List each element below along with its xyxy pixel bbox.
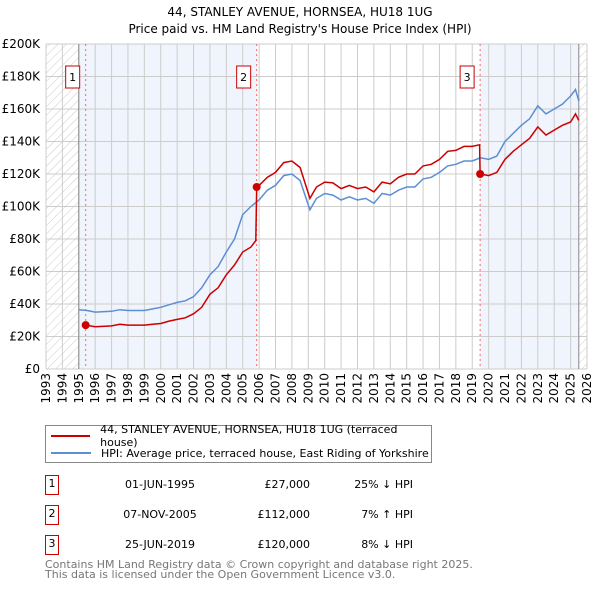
- x-tick-label: 2015: [400, 373, 414, 404]
- x-tick-label: 2009: [301, 373, 315, 404]
- legend-item-hpi: HPI: Average price, terraced house, East…: [46, 445, 429, 461]
- x-tick-label: 2007: [269, 373, 283, 404]
- legend-item-property: 44, STANLEY AVENUE, HORNSEA, HU18 1UG (t…: [46, 423, 431, 449]
- footer: Contains HM Land Registry data © Crown c…: [45, 558, 473, 581]
- x-tick-label: 1995: [72, 373, 86, 404]
- sale-number: 2: [45, 505, 59, 525]
- sale-hpi-diff: 25% ↓ HPI: [354, 478, 413, 491]
- x-tick-label: 2003: [203, 373, 217, 404]
- sale-price: £27,000: [264, 478, 311, 491]
- x-tick-label: 2017: [432, 373, 446, 404]
- x-tick-label: 2024: [547, 373, 561, 404]
- x-tick-label: 1999: [137, 373, 151, 404]
- y-tick-label: £0: [25, 362, 40, 376]
- sale-marker-box: [65, 65, 81, 89]
- x-tick-label: 1998: [121, 373, 135, 404]
- x-tick-label: 1997: [105, 373, 119, 404]
- sale-date: 07-NOV-2005: [123, 508, 197, 521]
- x-tick-label: 2023: [531, 373, 545, 404]
- y-tick-label: £20K: [9, 330, 41, 344]
- x-tick-label: 2022: [514, 373, 528, 404]
- legend-label-hpi: HPI: Average price, terraced house, East…: [101, 446, 429, 460]
- x-tick-label: 2016: [416, 373, 430, 404]
- sale-marker-label: 2: [240, 71, 247, 84]
- x-tick-label: 1994: [55, 373, 69, 404]
- legend-swatch-property: [51, 435, 91, 437]
- legend-swatch-hpi: [51, 452, 91, 454]
- y-tick-label: £180K: [2, 70, 42, 84]
- footer-licence: This data is licensed under the Open Gov…: [45, 568, 396, 581]
- sale-row: 3 25-JUN-2019 £120,000 8% ↓ HPI: [45, 535, 465, 555]
- x-tick-label: 2013: [367, 373, 381, 404]
- sale-row: 1 01-JUN-1995 £27,000 25% ↓ HPI: [45, 475, 465, 495]
- property-price-line: [85, 112, 580, 328]
- sale-marker-box: [459, 65, 475, 89]
- price-chart: 44, STANLEY AVENUE, HORNSEA, HU18 1UG Pr…: [2, 5, 594, 404]
- y-tick-label: £120K: [2, 167, 42, 181]
- x-tick-label: 2018: [449, 373, 463, 404]
- y-tick-label: £140K: [2, 135, 42, 149]
- x-tick-label: 2012: [350, 373, 364, 404]
- sale-date: 25-JUN-2019: [124, 538, 196, 551]
- sale-number: 1: [45, 475, 59, 495]
- x-tick-label: 2001: [170, 373, 184, 404]
- x-tick-label: 2020: [482, 373, 496, 404]
- y-tick-label: £100K: [2, 200, 42, 214]
- x-tick-label: 2000: [154, 373, 168, 404]
- y-tick-label: £40K: [9, 297, 41, 311]
- x-tick-label: 2019: [465, 373, 479, 404]
- sale-price: £120,000: [257, 538, 311, 551]
- y-tick-label: £160K: [2, 102, 42, 116]
- sale-marker-label: 1: [69, 71, 76, 84]
- sale-point: [476, 170, 485, 178]
- x-tick-label: 2005: [236, 373, 250, 404]
- sale-point: [81, 321, 90, 330]
- x-tick-label: 2011: [334, 373, 348, 404]
- y-tick-label: £80K: [9, 232, 41, 246]
- x-tick-label: 2006: [252, 373, 266, 404]
- footer-copyright: Contains HM Land Registry data © Crown c…: [45, 558, 473, 571]
- y-tick-label: £200K: [2, 37, 42, 51]
- x-tick-label: 2021: [498, 373, 512, 404]
- sale-date: 01-JUN-1995: [124, 478, 196, 491]
- sale-hpi-diff: 8% ↓ HPI: [361, 538, 413, 551]
- legend-label-property: 44, STANLEY AVENUE, HORNSEA, HU18 1UG (t…: [100, 423, 398, 449]
- y-tick-label: £60K: [9, 265, 41, 279]
- x-tick-label: 2002: [187, 373, 201, 404]
- x-tick-label: 2008: [285, 373, 299, 404]
- hpi-line: [78, 87, 580, 313]
- x-tick-label: 2004: [219, 373, 233, 404]
- sale-marker-box: [236, 65, 252, 89]
- x-tick-label: 2026: [580, 373, 594, 404]
- chart-title: 44, STANLEY AVENUE, HORNSEA, HU18 1UG: [167, 5, 432, 19]
- x-tick-label: 1993: [39, 373, 53, 404]
- chart-legend: 44, STANLEY AVENUE, HORNSEA, HU18 1UG (t…: [45, 423, 432, 463]
- sale-number: 3: [45, 535, 59, 555]
- sale-row: 2 07-NOV-2005 £112,000 7% ↑ HPI: [45, 505, 465, 525]
- sale-marker-label: 3: [464, 71, 471, 84]
- chart-subtitle: Price paid vs. HM Land Registry's House …: [128, 22, 471, 36]
- x-tick-label: 1996: [88, 373, 102, 404]
- sale-price: £112,000: [257, 508, 311, 521]
- x-tick-label: 2014: [383, 373, 397, 404]
- sale-hpi-diff: 7% ↑ HPI: [361, 508, 413, 521]
- sale-point: [252, 183, 261, 191]
- x-tick-label: 2025: [564, 373, 578, 404]
- x-tick-label: 2010: [318, 373, 332, 404]
